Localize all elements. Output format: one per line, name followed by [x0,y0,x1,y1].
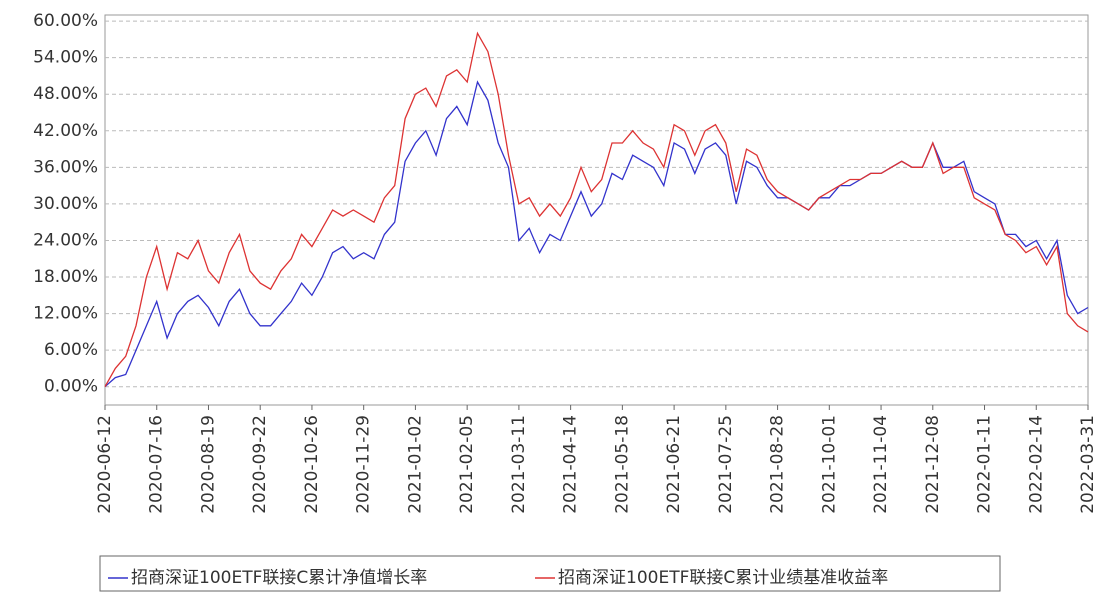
y-tick-label: 18.00% [33,267,98,287]
x-tick-label: 2021-08-28 [768,415,788,514]
y-tick-label: 42.00% [33,121,98,141]
legend-label: 招商深证100ETF联接C累计净值增长率 [131,568,427,588]
x-tick-label: 2020-09-22 [250,415,270,514]
y-tick-label: 54.00% [33,48,98,68]
x-tick-label: 2022-03-31 [1078,415,1098,514]
x-tick-label: 2021-01-02 [405,415,425,514]
y-tick-label: 48.00% [33,84,98,104]
y-tick-label: 30.00% [33,194,98,214]
x-tick-label: 2020-07-16 [147,415,167,514]
x-tick-label: 2020-08-19 [198,415,218,514]
x-tick-label: 2021-06-21 [664,415,684,514]
y-tick-label: 0.00% [44,377,98,397]
x-tick-label: 2020-11-29 [354,415,374,514]
x-tick-label: 2020-06-12 [95,415,115,514]
legend-box [99,555,1001,592]
x-tick-label: 2020-10-26 [302,415,322,514]
x-tick-label: 2021-05-18 [612,415,632,514]
x-tick-label: 2021-10-01 [819,415,839,514]
x-tick-label: 2022-01-11 [975,415,995,514]
x-tick-label: 2021-12-08 [923,415,943,514]
y-tick-label: 12.00% [33,304,98,324]
x-tick-label: 2022-02-14 [1026,415,1046,514]
legend-label: 招商深证100ETF联接C累计业绩基准收益率 [558,568,888,588]
y-tick-label: 36.00% [33,157,98,177]
y-tick-label: 6.00% [44,340,98,360]
y-tick-label: 24.00% [33,230,98,250]
series-line [104,31,1089,388]
y-tick-label: 60.00% [33,11,98,31]
x-tick-label: 2021-11-04 [871,415,891,514]
x-tick-label: 2021-07-25 [716,415,736,514]
x-tick-label: 2021-03-11 [509,415,529,514]
x-tick-label: 2021-02-05 [457,415,477,514]
x-tick-label: 2021-04-14 [561,415,581,514]
